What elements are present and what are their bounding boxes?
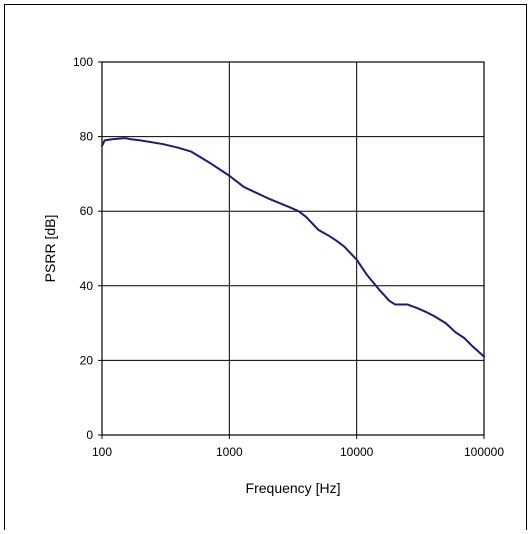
plot-area bbox=[101, 61, 485, 436]
psrr-series-line bbox=[101, 137, 485, 358]
y-tick-label: 80 bbox=[80, 130, 94, 144]
x-tick-label: 100 bbox=[92, 445, 112, 459]
x-tick-label: 1000 bbox=[216, 445, 243, 459]
axis-ticks bbox=[98, 61, 485, 439]
x-tick-label: 100000 bbox=[464, 445, 504, 459]
y-tick-label: 40 bbox=[80, 279, 94, 293]
x-tick-label: 10000 bbox=[340, 445, 374, 459]
y-tick-label: 100 bbox=[73, 55, 93, 69]
x-axis-label: Frequency [Hz] bbox=[246, 480, 341, 496]
figure-frame bbox=[4, 4, 527, 530]
grid bbox=[102, 62, 484, 435]
y-tick-label: 60 bbox=[80, 204, 94, 218]
y-axis-label: PSRR [dB] bbox=[42, 215, 58, 283]
y-tick-label: 0 bbox=[86, 428, 93, 442]
tick-labels: 0 20 40 60 80 100 100 1000 10000 100000 bbox=[73, 55, 504, 459]
y-tick-label: 20 bbox=[80, 353, 94, 367]
